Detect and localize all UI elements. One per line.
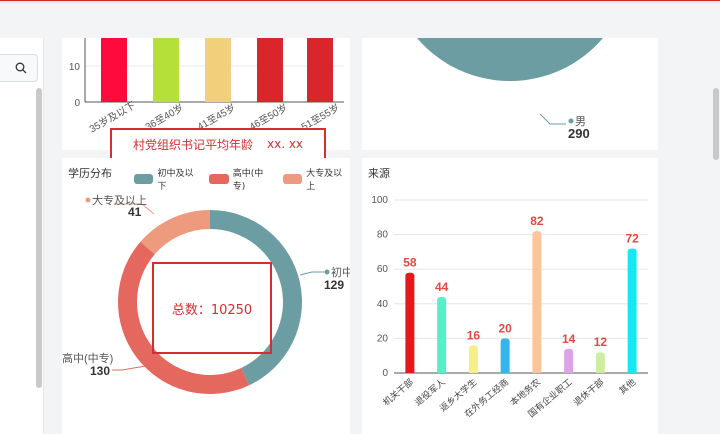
- education-legend: 初中及以下 高中(中专) 大专及以上: [134, 166, 350, 192]
- y-tick-label: 100: [371, 195, 388, 206]
- legend-label: 初中及以下: [157, 169, 194, 192]
- top-border: [0, 0, 720, 3]
- slice-value: 129: [324, 278, 344, 292]
- legend-label: 大专及以上: [306, 169, 343, 192]
- source-card: 来源 0 20 40 60 80 100 58 机关干部 44 退役军人 16 返乡大学生 20 在外务…: [362, 158, 658, 434]
- source-value-label: 16: [467, 328, 481, 342]
- legend-swatch: [134, 174, 154, 184]
- donut-slice-0: [140, 210, 210, 255]
- age-bar-2: [205, 38, 231, 102]
- slice-label: 初中及: [331, 265, 350, 279]
- source-bar: [468, 345, 478, 373]
- average-age-value: xx. xx: [266, 137, 304, 151]
- slice-label: 大专及以上: [92, 193, 147, 207]
- search-button[interactable]: [0, 54, 38, 82]
- y-tick-label: 80: [377, 230, 389, 241]
- age-bar-1: [153, 38, 179, 102]
- source-value-label: 72: [625, 231, 639, 245]
- label-line: [299, 271, 324, 276]
- y-tick-label: 40: [377, 299, 389, 310]
- total-count-box: 总数：10250: [152, 262, 272, 354]
- source-bar: [437, 296, 447, 373]
- y-tick-label: 10: [69, 62, 81, 73]
- source-value-label: 44: [435, 280, 449, 294]
- gender-pie: 男 290: [417, 38, 603, 141]
- source-category-label: 退休干部: [571, 376, 606, 408]
- legend-dot: [568, 118, 574, 124]
- source-bar: [405, 272, 415, 373]
- slice-value: 41: [128, 205, 142, 219]
- y-tick-label: 0: [74, 98, 80, 109]
- legend-dot: [85, 197, 91, 203]
- source-value-label: 12: [594, 335, 608, 349]
- left-sidebar: [0, 38, 44, 434]
- average-age-label: 村党组织书记平均年龄: [132, 137, 253, 152]
- source-bar: [627, 248, 637, 373]
- legend-swatch: [209, 174, 229, 184]
- gender-slice: [417, 38, 603, 82]
- right-scrollbar[interactable]: [713, 88, 719, 160]
- age-bar-0: [101, 38, 127, 102]
- source-value-label: 82: [530, 214, 544, 228]
- education-card: 学历分布 初中及以下 高中(中专) 大专及以上 大专及以上 41 初中及 129…: [62, 158, 350, 434]
- y-tick-label: 20: [377, 333, 389, 344]
- gender-chart-card: 男 290: [362, 38, 658, 150]
- average-age-box: 村党组织书记平均年龄 xx. xx: [110, 128, 326, 160]
- age-bar-4: [307, 38, 333, 102]
- source-value-label: 20: [498, 321, 512, 335]
- slice-value: 130: [90, 364, 110, 378]
- source-value-label: 14: [562, 332, 576, 346]
- y-tick-label: 60: [377, 264, 389, 275]
- legend-item[interactable]: 初中及以下: [134, 166, 201, 192]
- source-category-label: 机关干部: [381, 376, 416, 408]
- source-category-label: 其他: [617, 376, 638, 396]
- legend-item[interactable]: 大专及以上: [282, 166, 350, 192]
- total-count-label: 总数：10250: [171, 302, 253, 318]
- gender-legend-label: 男: [575, 116, 586, 128]
- y-tick-label: 0: [382, 368, 388, 379]
- source-value-label: 58: [403, 256, 417, 270]
- legend-item[interactable]: 高中(中专): [209, 166, 274, 192]
- left-scrollbar[interactable]: [36, 88, 42, 388]
- education-donut: 大专及以上 41 初中及 129 高中(中专) 130: [62, 193, 350, 395]
- source-bar: [564, 348, 574, 373]
- legend-dot: [324, 269, 330, 275]
- label-line: [114, 203, 155, 215]
- source-bar: [500, 338, 510, 373]
- legend-label: 高中(中专): [232, 169, 264, 192]
- donut-slice-2: [117, 241, 250, 395]
- source-title: 来源: [368, 167, 390, 180]
- source-bar: [595, 352, 605, 373]
- label-line: [539, 113, 566, 125]
- slice-label: 高中(中专): [62, 351, 113, 365]
- education-title: 学历分布: [68, 167, 112, 180]
- donut-slice-1: [210, 210, 302, 386]
- age-bar-3: [257, 38, 283, 102]
- legend-swatch: [282, 174, 303, 184]
- label-line: [112, 365, 147, 371]
- gender-value: 290: [568, 126, 590, 141]
- source-bar: [532, 231, 542, 373]
- search-icon: [15, 62, 27, 74]
